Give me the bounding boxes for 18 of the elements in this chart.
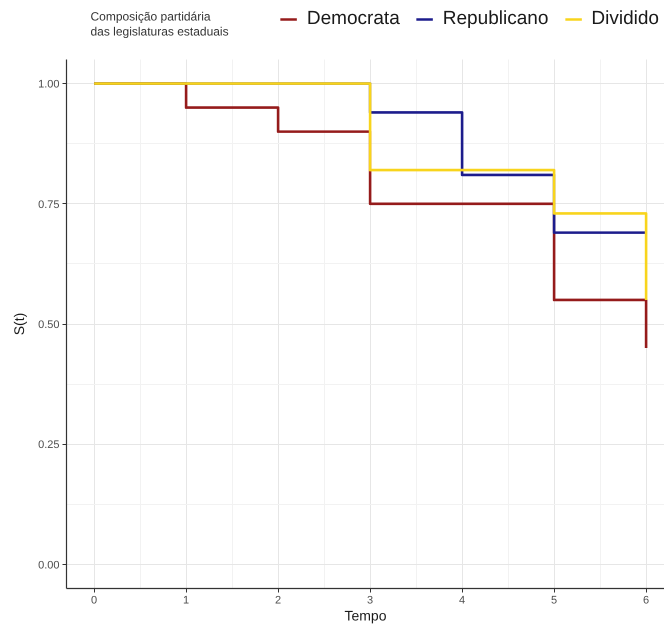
legend-label: Republicano	[442, 7, 548, 31]
y-tick-label: 1.00	[38, 78, 60, 91]
y-axis-title: S(t)	[11, 312, 28, 336]
x-tick-label: 3	[367, 594, 374, 606]
x-axis-title: Tempo	[344, 608, 387, 624]
legend-label: Dividido	[591, 7, 659, 31]
legend-title: Composição partidária das legislaturas estaduais	[90, 10, 229, 38]
x-tick-label: 2	[275, 594, 282, 606]
y-tick-label: 0.00	[38, 559, 60, 572]
x-tick-label: 4	[459, 594, 466, 606]
x-tick-label: 0	[91, 594, 98, 606]
x-tick-label: 6	[643, 594, 650, 606]
y-tick-label: 0.75	[38, 198, 60, 211]
x-tick-label: 1	[183, 594, 190, 606]
y-tick-label: 0.50	[38, 319, 60, 331]
y-tick-label: 0.25	[38, 439, 60, 452]
legend-label: Democrata	[306, 7, 400, 31]
x-tick-label: 5	[551, 594, 558, 606]
